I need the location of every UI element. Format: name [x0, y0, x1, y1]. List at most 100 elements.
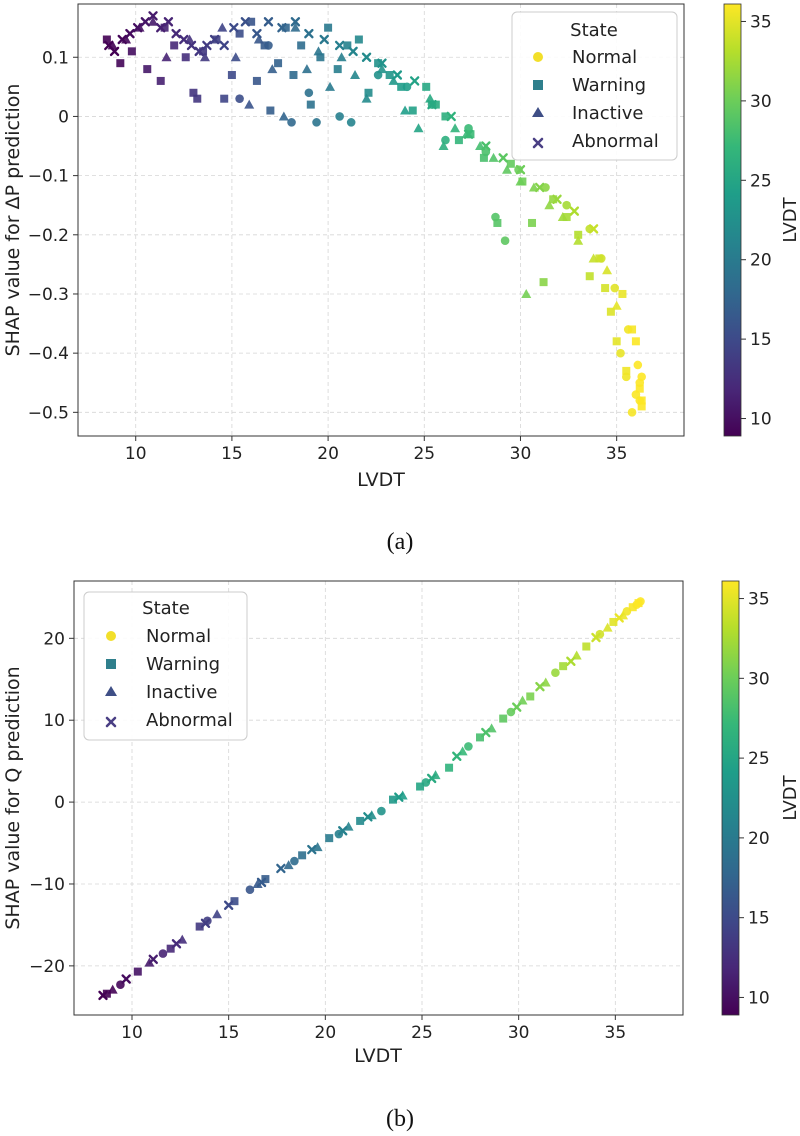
chart-a-point-inactive [573, 235, 584, 245]
chart-a-point-inactive [376, 64, 387, 74]
chart-a-point-inactive [278, 111, 289, 121]
chart-a-point-abnormal [202, 40, 212, 51]
chart-a-point-warning [606, 307, 615, 316]
chart-a-point-inactive [199, 52, 210, 62]
chart-a-point-normal [287, 118, 296, 127]
chart-b-legend-title: State [142, 598, 190, 619]
chart-a-point-abnormal [263, 17, 274, 27]
chart-b-legend-inactive: Inactive [146, 682, 217, 703]
chart-a-colorbar-tick-label: 35 [750, 12, 772, 32]
chart-a-point-abnormal [290, 17, 301, 27]
chart-a-point-warning [289, 71, 298, 80]
chart-b-point-abnormal [121, 974, 131, 984]
chart-a-grid [78, 4, 684, 436]
chart-a-colorbar [723, 3, 742, 437]
chart-b-point-inactive [517, 695, 528, 705]
chart-a-point-normal [500, 236, 510, 246]
chart-a-ytick-label: −0.2 [28, 226, 69, 246]
chart-a-colorbar-label: LVDT [780, 196, 800, 242]
chart-b-legend-normal-marker [106, 631, 116, 641]
chart-a-point-warning [635, 384, 644, 393]
chart-a-point-inactive [267, 64, 278, 74]
chart-a-point-normal [637, 372, 646, 382]
chart-b-point-warning [416, 782, 425, 791]
chart-a-point-warning [637, 396, 646, 405]
chart-a-point-inactive [253, 34, 264, 44]
chart-a-point-warning [466, 130, 475, 139]
chart-a-point-warning [266, 106, 275, 115]
chart-a-point-warning [181, 53, 190, 62]
chart-a-point-abnormal [569, 206, 580, 216]
chart-a-point-warning [595, 254, 604, 263]
chart-b-ylabel: SHAP value for Q prediction [2, 666, 24, 929]
chart-b-point-warning [133, 967, 142, 976]
chart-b-point-warning [609, 617, 618, 626]
chart-a-y-ticks: 0.1 0 −0.1 −0.2 −0.3 −0.4 −0.5 [28, 48, 78, 423]
chart-a-point-inactive [438, 141, 449, 151]
chart-a-point-abnormal [588, 224, 599, 234]
chart-a-point-warning [574, 230, 583, 239]
chart-a-xtick-label: 25 [413, 444, 435, 464]
chart-a-legend-inactive: Inactive [572, 103, 643, 124]
chart-a-legend-title: State [570, 20, 618, 41]
chart-a-xtick-label: 30 [510, 444, 532, 464]
chart-b-point-abnormal [338, 826, 348, 836]
chart-a-point-abnormal [427, 99, 437, 110]
chart-b-xtick-label: 35 [605, 1023, 627, 1043]
chart-b-colorbar-tick-label: 15 [748, 909, 770, 929]
chart-b-ytick-label: 0 [54, 793, 65, 813]
chart-b-legend-abnormal: Abnormal [146, 710, 233, 731]
chart-a-point-warning [324, 23, 333, 32]
chart-a-point-warning [220, 94, 229, 103]
chart-a-point-inactive [148, 16, 159, 26]
chart-a-point-abnormal [179, 34, 189, 45]
chart-a-point-inactive [502, 164, 513, 174]
chart-a-ytick-label: −0.4 [28, 344, 69, 364]
chart-a-point-warning [601, 284, 610, 293]
chart-a-xtick-label: 15 [221, 444, 243, 464]
chart-a-point-warning [212, 35, 221, 44]
chart-b-legend-warning: Warning [146, 654, 220, 675]
chart-a-legend-normal: Normal [572, 47, 637, 68]
chart-b-colorbar [721, 580, 740, 1016]
chart-a-point-inactive [361, 93, 372, 103]
chart-a-point-inactive [325, 81, 336, 91]
chart-a-point-abnormal [109, 46, 120, 57]
chart-a-point-warning [631, 337, 640, 346]
chart-b-point-abnormal [481, 727, 491, 738]
chart-a-point-abnormal [186, 40, 197, 51]
chart-b-colorbar-tick-label: 30 [748, 669, 770, 689]
chart-a-point-normal [562, 200, 571, 210]
chart-a-point-normal [610, 283, 620, 293]
chart-b-colorbar-tick-label: 20 [748, 829, 770, 849]
chart-a-point-abnormal [194, 46, 204, 57]
chart-a-point-warning [189, 88, 198, 97]
chart-b-point-abnormal [171, 939, 182, 949]
chart-b-point-normal [290, 856, 299, 866]
chart-a-point-abnormal [209, 34, 220, 45]
chart-a-point-warning [506, 159, 515, 168]
chart-a-point-abnormal [252, 28, 262, 39]
chart-a-point-warning [247, 17, 256, 26]
chart-a-point-abnormal [446, 111, 456, 122]
chart-b-point-warning [582, 642, 591, 651]
chart-b: 10 15 20 25 30 35 20 10 0 −10 −20 LVDT SHAP value… [2, 580, 800, 1067]
chart-a-ytick-label: −0.3 [28, 285, 69, 305]
chart-a-point-abnormal [377, 58, 387, 68]
chart-b-point-warning [195, 922, 204, 931]
chart-a-ytick-label: −0.1 [28, 167, 69, 187]
chart-b-colorbar-tick-label: 10 [748, 988, 770, 1008]
chart-b-point-inactive [107, 984, 118, 994]
chart-a-point-abnormal [171, 28, 181, 39]
chart-a-point-abnormal [132, 22, 143, 33]
chart-a-point-warning [281, 23, 290, 32]
chart-b-xtick-label: 30 [508, 1023, 530, 1043]
chart-b-point-warning [389, 795, 397, 804]
chart-a-point-inactive [313, 46, 324, 56]
chart-a-ytick-label: 0 [58, 107, 69, 127]
chart-a-point-warning [612, 337, 621, 346]
chart-a-colorbar-tick-label: 30 [750, 92, 772, 112]
chart-a-point-inactive [244, 99, 255, 109]
chart-b-point-abnormal [148, 954, 158, 965]
